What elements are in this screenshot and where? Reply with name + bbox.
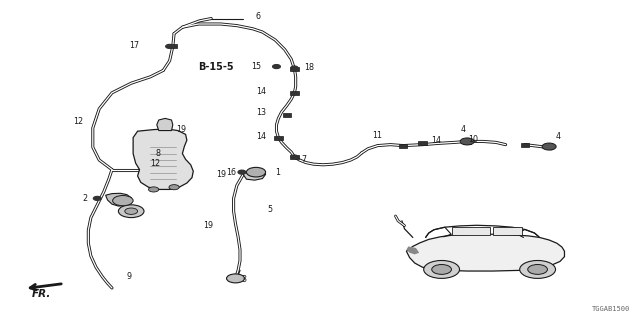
Bar xyxy=(463,139,471,143)
Circle shape xyxy=(125,208,138,214)
Circle shape xyxy=(246,167,266,177)
Circle shape xyxy=(273,65,280,68)
Circle shape xyxy=(291,155,298,158)
Text: 6: 6 xyxy=(256,12,261,21)
Circle shape xyxy=(169,185,179,190)
Text: 8: 8 xyxy=(156,149,161,158)
Text: 1: 1 xyxy=(275,168,280,177)
Circle shape xyxy=(148,187,159,192)
Text: 17: 17 xyxy=(129,41,140,50)
Bar xyxy=(275,136,283,140)
Circle shape xyxy=(166,44,173,48)
Circle shape xyxy=(93,196,101,200)
Circle shape xyxy=(227,274,244,283)
Polygon shape xyxy=(406,246,419,254)
Text: 4: 4 xyxy=(461,125,466,134)
Text: B-15-5: B-15-5 xyxy=(198,62,234,72)
Text: 4: 4 xyxy=(556,132,561,141)
Text: 15: 15 xyxy=(252,62,262,71)
Text: TGGAB1500: TGGAB1500 xyxy=(592,306,630,312)
Polygon shape xyxy=(157,118,173,131)
Circle shape xyxy=(528,265,547,274)
Polygon shape xyxy=(243,169,266,180)
Bar xyxy=(169,44,177,48)
Circle shape xyxy=(542,143,556,150)
Text: 10: 10 xyxy=(468,135,479,144)
Bar xyxy=(419,141,427,145)
Text: 18: 18 xyxy=(304,63,314,72)
Bar xyxy=(291,67,298,71)
Circle shape xyxy=(238,170,246,174)
Bar xyxy=(291,91,298,95)
Circle shape xyxy=(113,196,133,206)
Text: 14: 14 xyxy=(431,136,441,145)
Polygon shape xyxy=(106,193,131,206)
Text: 3: 3 xyxy=(242,275,247,284)
Text: 12: 12 xyxy=(150,159,161,168)
Text: FR.: FR. xyxy=(32,289,51,299)
Text: 5: 5 xyxy=(267,205,272,214)
Text: 19: 19 xyxy=(204,221,214,230)
Text: 14: 14 xyxy=(256,87,266,96)
Text: 13: 13 xyxy=(256,108,266,117)
Bar xyxy=(399,143,408,148)
Text: 11: 11 xyxy=(372,131,383,140)
Polygon shape xyxy=(133,129,193,189)
Circle shape xyxy=(460,138,474,145)
Bar xyxy=(283,113,291,117)
Circle shape xyxy=(520,260,556,278)
Bar xyxy=(452,227,490,235)
Circle shape xyxy=(424,260,460,278)
Bar xyxy=(521,142,529,147)
Circle shape xyxy=(118,205,144,218)
Text: 14: 14 xyxy=(256,132,266,141)
Polygon shape xyxy=(406,234,564,271)
Text: 2: 2 xyxy=(82,194,87,203)
Bar xyxy=(291,155,298,159)
Text: 12: 12 xyxy=(74,117,84,126)
Circle shape xyxy=(432,265,451,274)
Text: 16: 16 xyxy=(226,168,236,177)
Circle shape xyxy=(291,66,298,69)
Text: 7: 7 xyxy=(301,156,307,164)
Text: 9: 9 xyxy=(127,272,132,281)
Text: 19: 19 xyxy=(216,170,227,179)
Text: 19: 19 xyxy=(177,125,187,134)
Bar xyxy=(493,227,522,235)
